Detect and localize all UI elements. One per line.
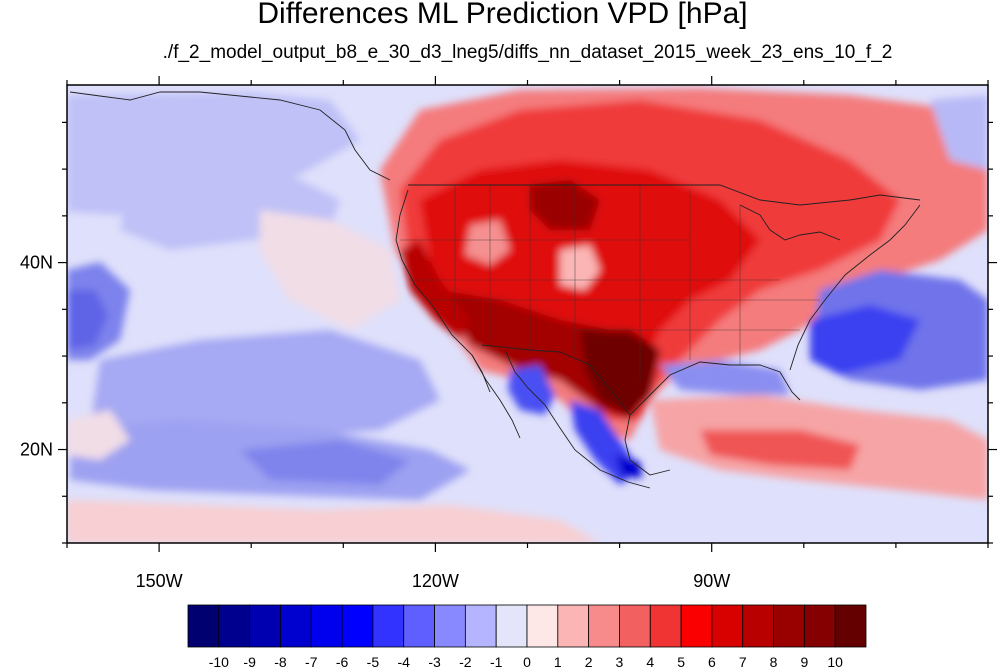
colorbar-label: 9 [800,654,808,670]
chart-title: Differences ML Prediction VPD [hPa] [257,0,748,30]
colorbar [187,604,867,648]
colorbar-label: 6 [708,654,716,670]
colorbar-swatch [834,604,867,648]
great-lakes-line [739,204,841,241]
pacific-blue-west-inner [67,290,108,350]
vpd-field [67,85,988,543]
colorbar-label: -7 [305,654,318,670]
colorbar-swatch [403,604,435,648]
pacific-blue-mid [90,330,440,450]
colorbar-label: -9 [243,654,256,670]
pacific-pink-coastal [260,210,400,330]
lon-tick-label: 90W [693,571,730,591]
state-lines [400,185,820,380]
colorbar-swatch [803,604,836,648]
lat-tick-label: 40N [20,253,53,273]
colorbar-label: 7 [739,654,747,670]
colorbar-label: -1 [490,654,503,670]
chart-subtitle: ./f_2_model_output_b8_e_30_d3_lneg5/diff… [162,42,893,63]
axis-ticks [58,76,997,552]
colorbar-swatch [557,604,590,648]
colorbar-label: 5 [677,654,685,670]
colorbar-label: -6 [336,654,349,670]
caribbean-red [700,430,860,470]
pacific-pink-south [67,500,600,543]
baja-line [471,354,521,439]
coastlines [69,91,921,489]
colorbar-swatch [649,604,682,648]
colorbar-swatch [249,604,281,648]
colorbar-swatch [619,604,651,648]
central-rockies-light-patch [560,245,600,290]
gulf-blue [660,360,790,395]
colorbar-label: 3 [616,654,624,670]
colorbar-swatch [711,604,744,648]
colorbar-label: 2 [585,654,593,670]
atlantic-blue-deep [810,305,920,375]
axis-tick-labels: 150W 120W 90W 40N 20N [20,253,730,591]
colorbar-label: 10 [827,654,843,670]
east-atlantic-blue [930,95,988,170]
canada-border-line [408,184,921,206]
pacific-blue-south-deep [240,440,410,485]
hawaii-region-pink [67,410,130,460]
colorbar-label: -2 [459,654,472,670]
colorbar-swatch [742,604,774,648]
colorbar-label: -5 [367,654,380,670]
colorbar-swatch [773,604,805,648]
colorbar-swatch [495,604,528,648]
colorbar-label: -8 [274,654,287,670]
mexico-blue-deep [615,455,642,478]
california-dark-red [400,240,470,340]
colorbar-label: 8 [770,654,778,670]
colorbar-swatch [372,604,405,648]
colorbar-swatch [341,604,374,648]
colorbar-label: -10 [209,654,229,670]
gulf-coast-line [629,361,801,416]
colorbar-label: 1 [554,654,562,670]
colorbar-label: -4 [398,654,411,670]
colorbar-swatch [680,604,713,648]
lon-tick-label: 120W [412,571,459,591]
colorbar-swatch [218,604,251,648]
lat-tick-label: 20N [20,440,53,460]
colorbar-swatch [588,604,620,648]
alaska-coast-line [69,91,391,181]
colorbar-label: 4 [646,654,654,670]
colorbar-swatch [187,604,220,648]
gulf-of-california-line [504,349,651,489]
mexico-east-coast-line [624,414,671,476]
mexico-border-line [481,344,631,416]
colorbar-label: 0 [523,654,531,670]
colorbar-label: -3 [428,654,441,670]
colorbar-swatch [526,604,559,648]
colorbar-swatch [464,604,497,648]
colorbar-swatch [310,604,343,648]
colorbar-swatch [280,604,312,648]
colorbar-swatch [434,604,466,648]
northern-plains-dark-red [530,180,600,230]
great-basin-light-patch [465,220,510,265]
lon-tick-label: 150W [136,571,183,591]
east-coast-line [789,204,921,371]
colorbar-labels: -10 -9 -8 -7 -6 -5 -4 -3 -2 -1 0 1 2 3 4 5 6 7 8 9 10 [209,654,843,670]
